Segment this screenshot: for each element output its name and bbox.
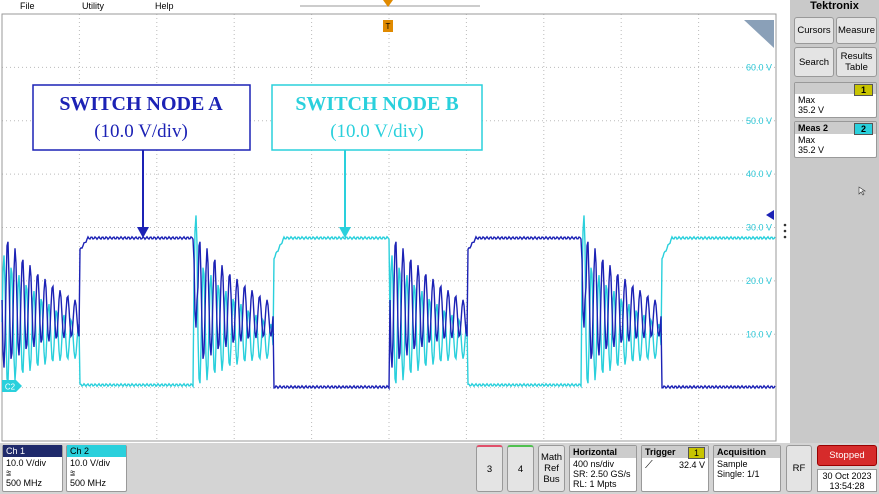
- annotation-title: SWITCH NODE A: [59, 93, 223, 115]
- level-label: 50.0 V: [746, 116, 772, 126]
- acquisition-badge[interactable]: Acquisition Sample Single: 1/1: [713, 445, 781, 492]
- trigger-pos-icon: [383, 0, 393, 7]
- meas-name: Meas 2: [798, 123, 829, 133]
- meas-badge: 1: [853, 84, 873, 96]
- meas-header: Meas 2 2: [795, 122, 876, 135]
- ch2-badge[interactable]: Ch 2 10.0 V/div ⩰ 500 MHz: [66, 445, 127, 492]
- menu-item[interactable]: File: [20, 1, 35, 11]
- badge-title: Acquisition: [714, 446, 780, 458]
- trigger-badge[interactable]: Trigger 1 ⟋ 32.4 V: [641, 445, 709, 492]
- ch4-button[interactable]: 4: [507, 445, 534, 492]
- scope-display: File Utility Help T 60.0 V 50.0 V 40.0 V 30…: [1, 0, 787, 442]
- date-time: 30 Oct 2023 13:54:28: [817, 469, 877, 492]
- badge-title: Horizontal: [570, 446, 636, 458]
- waveform-ch1: [1, 235, 776, 391]
- badge-line: 400 ns/div: [573, 459, 615, 469]
- ch-name: Ch 2: [67, 445, 126, 457]
- meas-value: 35.2 V: [798, 145, 825, 155]
- slope-icon: ⟋: [645, 459, 653, 471]
- trigger-level-marker: [766, 210, 774, 220]
- corner-icon[interactable]: [744, 20, 774, 48]
- ch-name: Ch 1: [3, 445, 62, 457]
- meas-label: Max: [798, 135, 816, 145]
- ch-bandwidth: 500 MHz: [70, 478, 107, 488]
- badge-title: Trigger 1: [642, 446, 708, 459]
- menu-item[interactable]: Utility: [82, 1, 104, 11]
- trigger-row: ⟋ 32.4 V: [645, 459, 705, 471]
- ch-marker: C2: [5, 383, 16, 392]
- arrow-head: [339, 227, 351, 238]
- label: Bus: [543, 474, 560, 485]
- badge-line: RL: 1 Mpts: [573, 479, 617, 489]
- meas-value: 35.2 V: [798, 105, 825, 115]
- results-table-button[interactable]: Results Table: [836, 47, 877, 77]
- level-label: 20.0 V: [746, 276, 772, 286]
- horizontal-badge[interactable]: Horizontal 400 ns/div SR: 2.50 GS/s RL: …: [569, 445, 637, 492]
- trigger-level: 32.4 V: [678, 460, 705, 470]
- measurement-2[interactable]: Meas 2 2 Max 35.2 V: [794, 121, 877, 158]
- level-label: 40.0 V: [746, 169, 772, 179]
- run-stop-status[interactable]: Stopped: [817, 445, 877, 466]
- cursors-button[interactable]: Cursors: [794, 17, 834, 44]
- badge-line: SR: 2.50 GS/s: [573, 469, 631, 479]
- measure-button[interactable]: Measure: [836, 17, 877, 44]
- annotation-box: [271, 84, 483, 151]
- ch1-badge[interactable]: Ch 1 10.0 V/div ⩰ 500 MHz: [2, 445, 63, 492]
- side-panel: Tektronix Cursors Measure Search Results…: [790, 0, 879, 443]
- label: Ref: [544, 463, 559, 474]
- search-button[interactable]: Search: [794, 47, 834, 77]
- level-label: 10.0 V: [746, 329, 772, 339]
- rf-button[interactable]: RF: [786, 445, 812, 492]
- trigger-source: 1: [687, 447, 705, 459]
- more-icon[interactable]: [783, 223, 787, 239]
- annotation-box: [32, 84, 251, 151]
- level-label: 30.0 V: [746, 223, 772, 233]
- ch-coupling-icon: ⩰: [70, 468, 76, 478]
- meas-badge: 2: [853, 123, 873, 135]
- menu-item[interactable]: Help: [155, 1, 174, 11]
- meas-label: Max: [798, 95, 816, 105]
- ch-scale: 10.0 V/div: [6, 458, 47, 468]
- annotation-scale: (10.0 V/div): [94, 121, 188, 142]
- date: 30 Oct 2023: [822, 471, 872, 481]
- time: 13:54:28: [829, 481, 865, 491]
- level-label: 60.0 V: [746, 62, 772, 72]
- meas-header: 1: [795, 83, 876, 96]
- ch-coupling-icon: ⩰: [6, 468, 12, 478]
- arrow-head: [137, 227, 149, 238]
- annotation-scale: (10.0 V/div): [330, 121, 424, 142]
- bottom-bar: Ch 1 10.0 V/div ⩰ 500 MHz Ch 2 10.0 V/di…: [0, 443, 879, 494]
- badge-line: Single: 1/1: [717, 469, 760, 479]
- annotation-title: SWITCH NODE B: [295, 93, 458, 115]
- label: Math: [540, 452, 563, 463]
- badge-line: Sample: [717, 459, 748, 469]
- ch3-button[interactable]: 3: [476, 445, 503, 492]
- trigger-marker-bg: [383, 20, 393, 32]
- ch-bandwidth: 500 MHz: [6, 478, 43, 488]
- math-ref-bus-button[interactable]: Math Ref Bus: [538, 445, 565, 492]
- mouse-cursor: [858, 186, 866, 196]
- waveform-ch2: [1, 215, 776, 389]
- plot-frame: [1, 13, 777, 442]
- title: Trigger: [645, 447, 676, 457]
- ch-marker-bg: [2, 380, 22, 392]
- measurement-1[interactable]: 1 Max 35.2 V: [794, 82, 877, 118]
- trigger-marker: T: [386, 22, 391, 31]
- ch-scale: 10.0 V/div: [70, 458, 111, 468]
- brand: Tektronix: [810, 0, 859, 12]
